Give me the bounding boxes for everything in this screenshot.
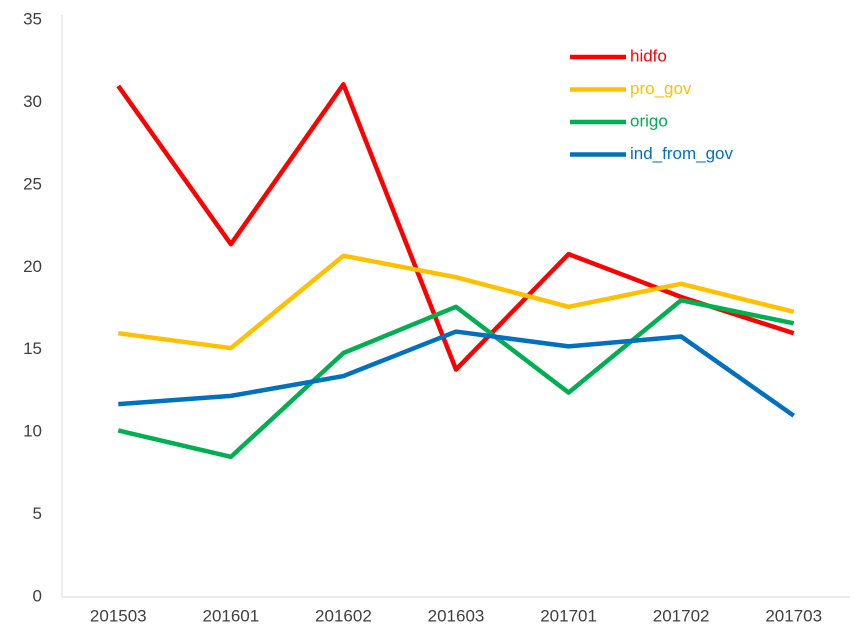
- x-tick-label: 201601: [202, 606, 259, 625]
- x-tick-label: 201701: [540, 606, 597, 625]
- x-tick-label: 201503: [90, 606, 147, 625]
- legend-label: pro_gov: [630, 79, 692, 98]
- legend-label: origo: [630, 111, 668, 130]
- series-line: [117, 298, 795, 460]
- y-tick-label: 5: [33, 504, 42, 523]
- series-line: [118, 329, 796, 418]
- x-tick-label: 201603: [428, 606, 485, 625]
- legend-label: ind_from_gov: [630, 144, 734, 163]
- y-tick-label: 30: [23, 92, 42, 111]
- y-tick-label: 0: [33, 586, 42, 605]
- series-line: [116, 82, 795, 372]
- x-tick-label: 201602: [315, 606, 372, 625]
- x-tick-label: 201702: [653, 606, 710, 625]
- legend-label: hidfo: [630, 46, 667, 65]
- y-tick-label: 20: [23, 257, 42, 276]
- series-line: [117, 253, 795, 351]
- y-tick-label: 10: [23, 422, 42, 441]
- y-tick-label: 25: [23, 174, 42, 193]
- y-tick-label: 35: [23, 9, 42, 28]
- x-tick-label: 201703: [765, 606, 822, 625]
- y-tick-label: 15: [23, 339, 42, 358]
